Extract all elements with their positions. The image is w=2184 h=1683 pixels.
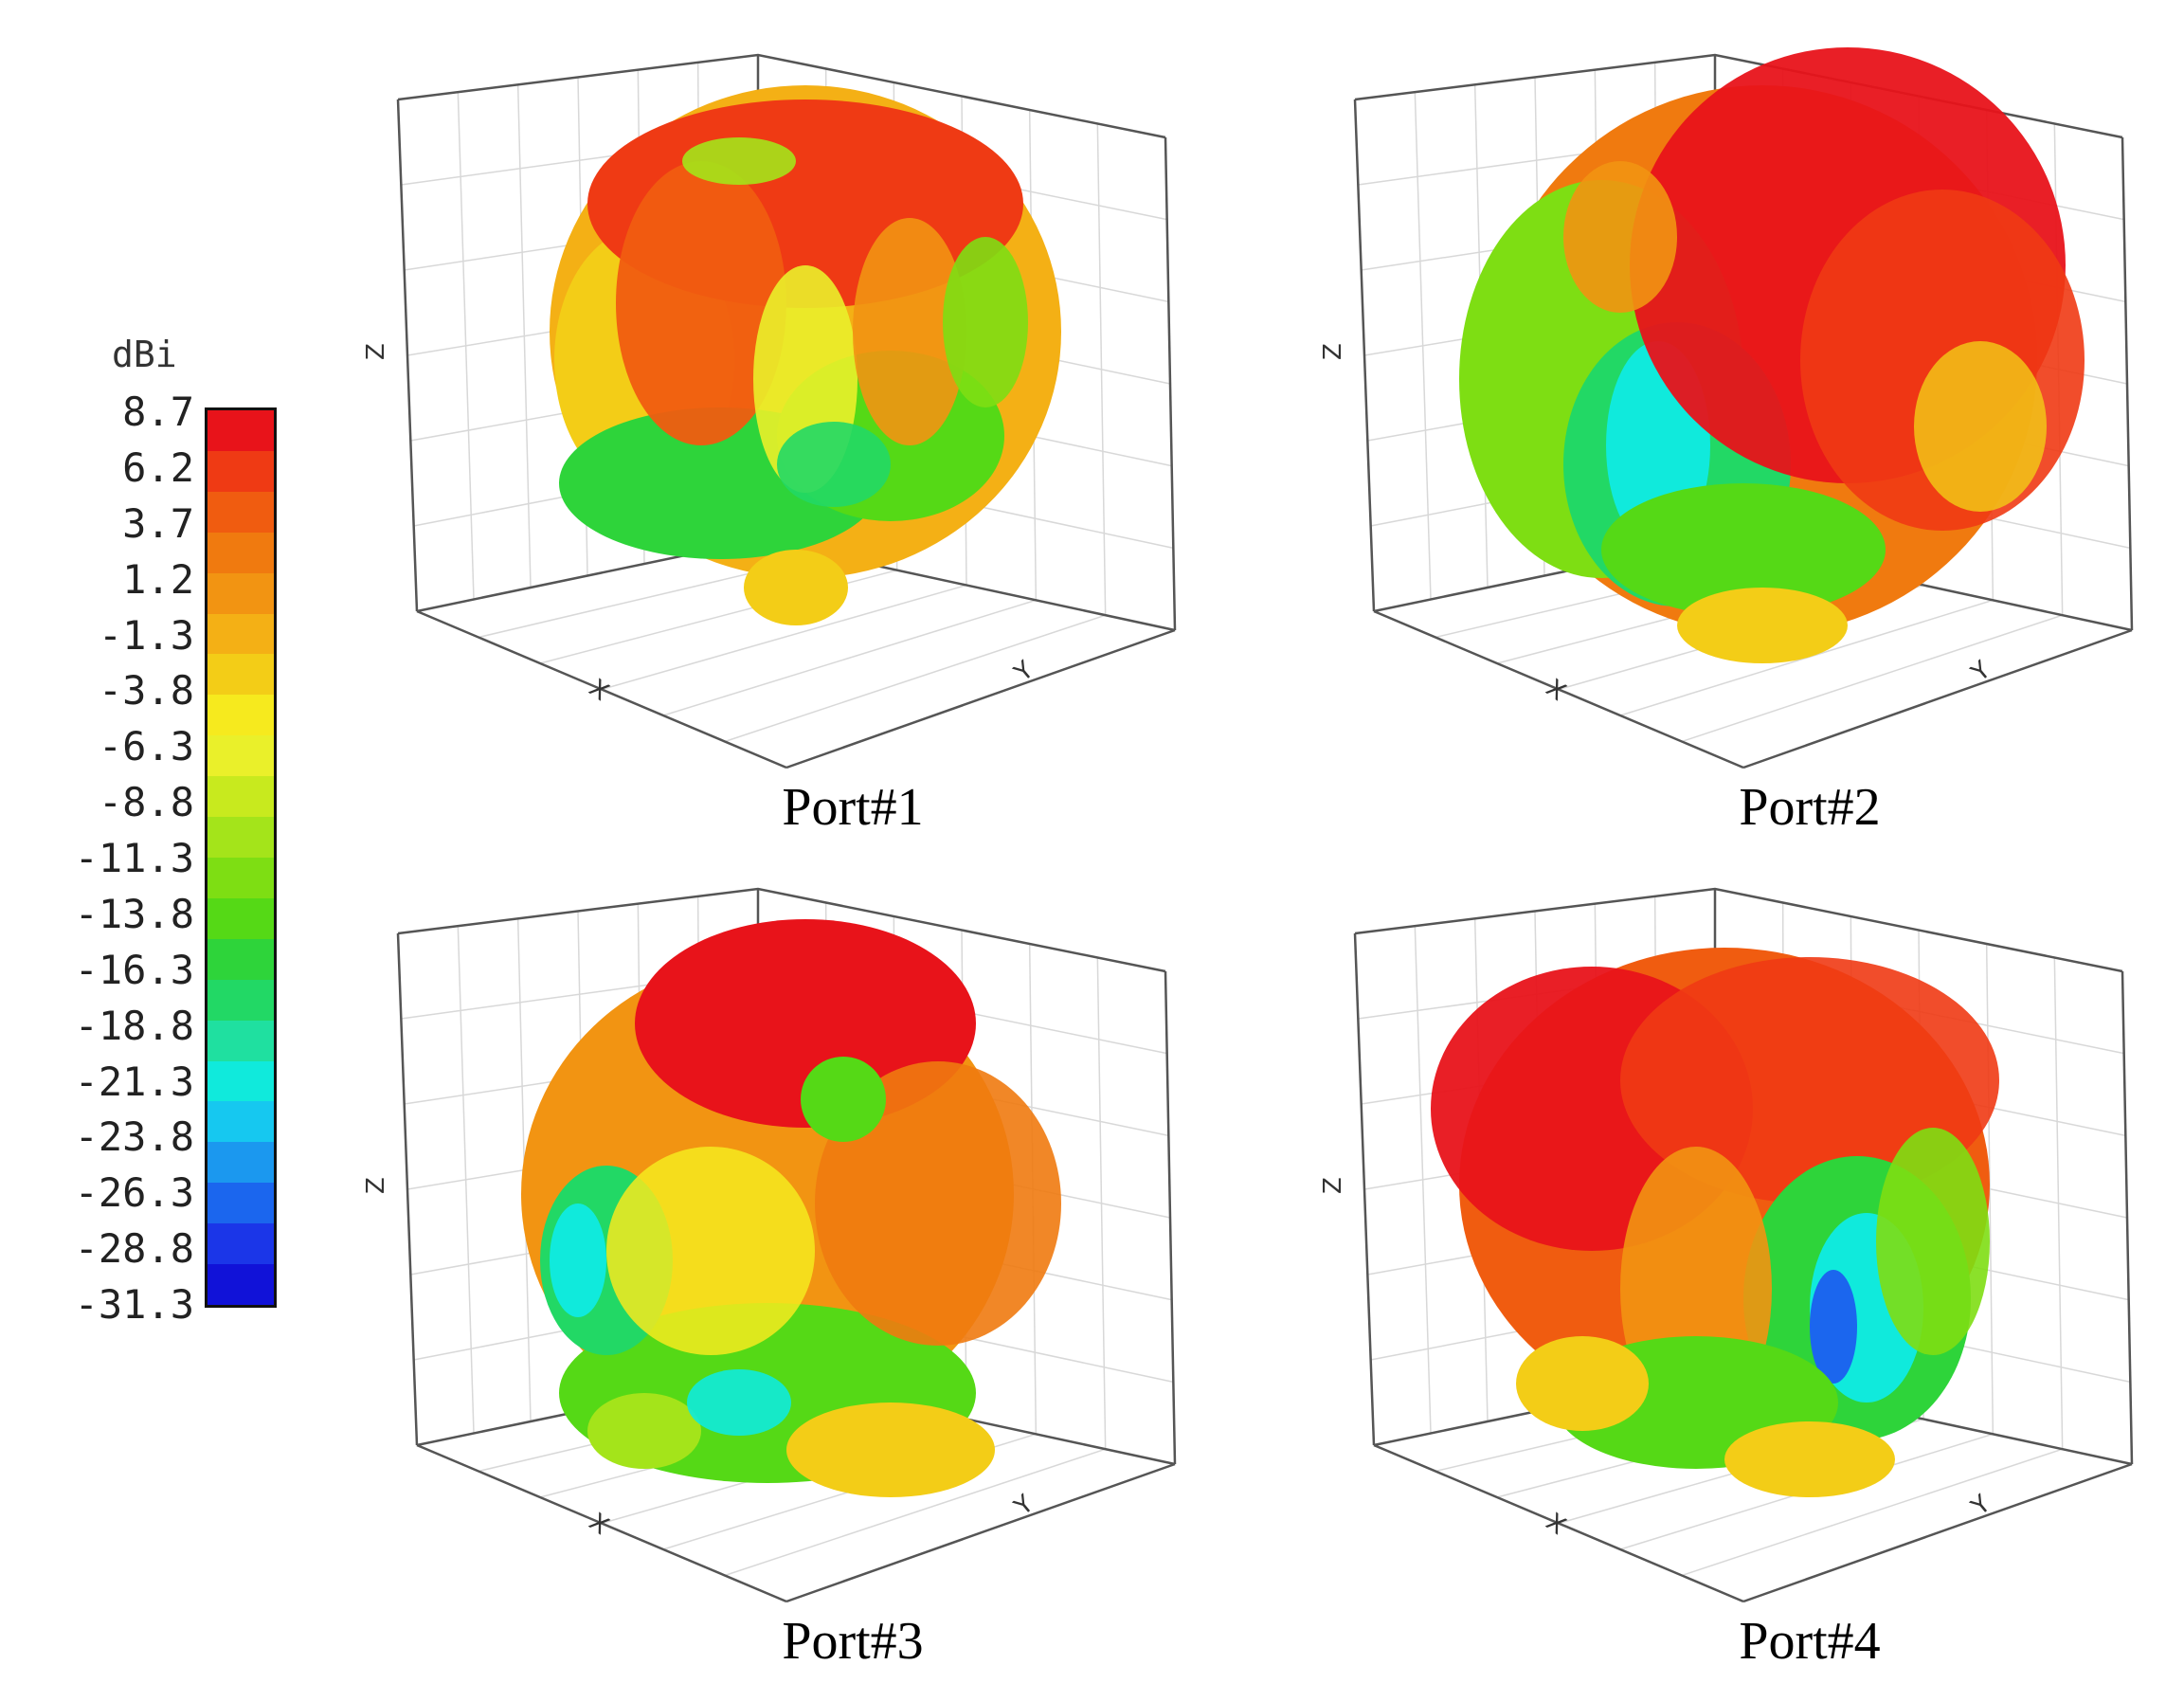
radiation-pattern-plot: Z X Y [362,887,1177,1603]
colorbar-unit: dBi [112,334,177,375]
axis-label-z: Z [362,343,390,360]
pattern-lobe [801,1057,886,1142]
pattern-lobe [587,1393,701,1469]
colorbar-band [208,817,274,858]
colorbar-band [208,938,274,980]
colorbar-band [208,735,274,777]
pattern-surface [521,919,1061,1497]
colorbar-tick-label: -1.3 [98,611,194,659]
axis-label-y: Y [1965,1490,1995,1522]
axis-label-y: Y [1965,656,1995,688]
colorbar-tick-label: -28.8 [74,1225,194,1273]
pattern-lobe [1810,1270,1857,1384]
colorbar-tick-label: -13.8 [74,890,194,937]
pattern-panel-port-2: Z X Y Port#2 [1317,19,2184,837]
colorbar-band [208,450,274,492]
colorbar-tick-label: -3.8 [98,667,194,715]
colorbar-tick-label: 8.7 [122,389,194,435]
port-label: Port#4 [1739,1612,1881,1671]
colorbar-band [208,491,274,533]
axis-label-z: Z [1319,1177,1347,1194]
colorbar-band [208,1020,274,1061]
colorbar-band [208,1264,274,1305]
colorbar-band [208,857,274,898]
pattern-lobe [1516,1336,1649,1431]
colorbar-tick-label: 3.7 [122,499,194,547]
pattern-panel-port-3: Z X Y Port#3 [360,853,1345,1671]
colorbar-tick-label: -26.3 [74,1169,194,1217]
pattern-lobe [687,1369,791,1436]
port-label: Port#2 [1739,778,1881,837]
pattern-lobe [550,1203,606,1317]
colorbar-tick-label: 6.2 [122,443,194,491]
colorbar-band [208,532,274,573]
axis-label-y: Y [1008,656,1038,688]
colorbar-tick-label: -21.3 [74,1058,194,1105]
colorbar-band [208,776,274,818]
pattern-lobe [744,550,848,625]
pattern-panel-port-4: Z X Y Port#4 [1317,853,2184,1671]
colorbar-tick-label: -31.3 [74,1281,194,1328]
radiation-pattern-plot: Z X Y [362,53,1177,769]
pattern-lobe [1914,341,2047,512]
colorbar-band [208,1183,274,1224]
colorbar-band [208,1223,274,1265]
colorbar-tick-label: -11.3 [74,835,194,881]
colorbar-tick-label: 1.2 [122,555,194,603]
colorbar-tick-label: -18.8 [74,1002,194,1049]
colorbar-tick-label: -6.3 [98,723,194,770]
colorbar-band [208,1060,274,1102]
pattern-lobe [853,218,966,445]
colorbar-band [208,897,274,939]
colorbar-band [208,410,274,451]
axis-label-x: X [584,1508,614,1541]
radiation-pattern-plot: Z X Y [1319,47,2134,769]
axis-label-z: Z [1319,343,1347,360]
pattern-lobe [1677,588,1848,663]
axis-label-x: X [1541,1508,1571,1541]
colorbar-band [208,695,274,736]
colorbar-gradient [205,407,277,1308]
axis-label-x: X [584,674,614,707]
colorbar-band [208,1142,274,1184]
colorbar-band [208,572,274,614]
radiation-pattern-plot: Z X Y [1319,887,2134,1603]
axis-label-x: X [1541,674,1571,707]
pattern-surface [550,85,1061,625]
pattern-panel-port-1: Z X Y Port#1 [360,19,1345,837]
colorbar-tick-label: -16.3 [74,946,194,993]
pattern-lobe [1724,1421,1895,1497]
pattern-lobe [943,237,1028,407]
axis-label-z: Z [362,1177,390,1194]
colorbar-band [208,654,274,696]
colorbar-tick-label: -23.8 [74,1113,194,1161]
pattern-lobe [682,137,796,185]
axis-label-y: Y [1008,1490,1038,1522]
colorbar-band [208,613,274,655]
pattern-lobe [815,1061,1061,1346]
port-label: Port#1 [782,778,924,837]
pattern-lobe [1876,1128,1990,1355]
colorbar-band [208,1101,274,1143]
pattern-lobe [1563,161,1677,313]
port-label: Port#3 [782,1612,924,1671]
pattern-lobe [786,1402,995,1497]
colorbar-band [208,979,274,1021]
colorbar-tick-label: -8.8 [98,779,194,826]
pattern-lobe [1601,483,1886,616]
pattern-lobe [1620,957,1999,1203]
pattern-lobe [606,1147,815,1355]
pattern-surface [1459,47,2085,663]
pattern-lobe [616,161,786,445]
pattern-lobe [777,422,891,507]
pattern-surface [1431,948,1999,1497]
